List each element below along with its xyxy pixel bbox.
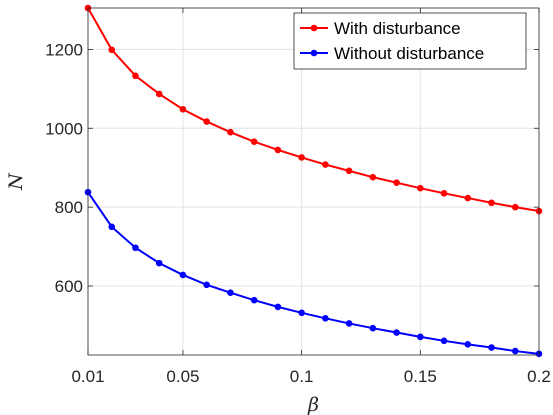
series-without-disturbance [84,188,543,358]
x-tick-label: 0.2 [527,367,551,386]
legend-item: With disturbance [300,19,461,38]
data-point [464,194,472,202]
y-axis-label: N [5,172,27,191]
data-point [179,106,187,113]
legend-swatch-marker [310,49,318,57]
data-point [488,344,495,351]
data-point [511,347,519,355]
y-tick-label: 800 [55,198,83,217]
data-point [440,337,448,345]
data-point [132,72,139,80]
data-point [108,223,116,231]
legend-swatch-marker [310,24,318,32]
data-point [511,203,519,211]
series-line [87,7,540,213]
data-point [393,179,400,186]
y-tick-label: 600 [55,277,83,296]
data-point [464,341,472,348]
x-axis-label: β [307,394,319,415]
data-point [345,320,353,327]
data-point [179,271,187,279]
data-point [227,128,234,136]
legend-label: Without disturbance [334,44,484,63]
data-point [274,303,282,311]
series-layer [84,4,543,358]
data-point [108,46,116,54]
data-point [203,118,210,125]
x-tick-label: 0.15 [404,367,437,386]
axis-ticks [87,8,540,355]
data-point [155,259,163,267]
x-tick-label: 0.01 [71,367,104,386]
data-point [132,244,139,252]
data-point [345,167,353,175]
x-tick-label: 0.1 [290,367,314,386]
data-point [417,184,424,192]
data-point [250,138,258,145]
tick-labels: 0.01 0.05 0.1 0.15 0.2 600 800 1000 1200 [45,40,551,386]
legend-item: Without disturbance [300,44,484,63]
data-point [369,324,377,332]
y-tick-label: 1200 [45,40,83,59]
data-point [298,309,305,317]
plot-frame [87,7,540,356]
data-point [155,90,163,98]
legend: With disturbance Without disturbance [293,12,527,70]
data-point [488,199,495,207]
data-point [322,161,329,168]
data-point [417,333,424,341]
legend-label: With disturbance [334,19,461,38]
data-point [203,281,210,289]
data-point [393,329,400,336]
data-point [298,154,305,161]
x-tick-label: 0.05 [166,367,199,386]
y-tick-label: 1000 [45,119,83,138]
data-point [322,315,329,322]
data-point [369,173,377,181]
data-point [274,146,282,154]
series-line [87,191,540,355]
legend-box [293,12,527,70]
series-with-disturbance [84,4,543,215]
data-point [440,190,448,197]
data-point [227,289,234,296]
data-point [250,296,258,304]
